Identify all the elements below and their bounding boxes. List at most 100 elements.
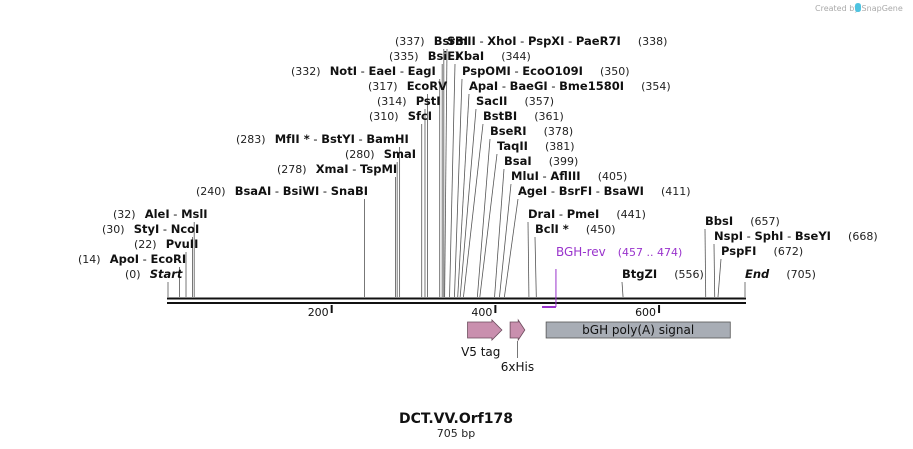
site-label[interactable]: PspFI (672) xyxy=(721,240,803,259)
enzyme-name[interactable]: BsaI xyxy=(504,154,532,168)
site-label[interactable]: MluI - AflIII (405) xyxy=(511,165,627,184)
site-label[interactable]: End (705) xyxy=(745,263,816,282)
enzyme-name[interactable]: EcoRV xyxy=(407,79,447,93)
enzyme-name[interactable]: NotI xyxy=(330,64,357,78)
site-label[interactable]: (14) ApoI - EcoRI xyxy=(78,248,186,267)
feature-arrow[interactable] xyxy=(467,319,503,341)
enzyme-name[interactable]: PspOMI xyxy=(462,64,511,78)
enzyme-name[interactable]: BsaAI xyxy=(235,184,272,198)
enzyme-name[interactable]: AleI xyxy=(145,207,170,221)
site-leader xyxy=(454,78,463,298)
site-label[interactable]: BclI * (450) xyxy=(535,218,616,237)
enzyme-name[interactable]: BsrBI xyxy=(434,34,468,48)
enzyme-name[interactable]: PmeI xyxy=(567,207,600,221)
site-label[interactable]: (310) SfcI xyxy=(369,105,432,124)
enzyme-name[interactable]: AflIII xyxy=(550,169,580,183)
enzyme-name[interactable]: XmaI xyxy=(316,162,349,176)
enzyme-name[interactable]: SacII xyxy=(476,94,507,108)
site-label[interactable]: (283) MfII * - BstYI - BamHI xyxy=(236,128,409,147)
site-label[interactable]: BseRI (378) xyxy=(490,120,573,139)
enzyme-name[interactable]: PvuII xyxy=(166,237,199,251)
site-label[interactable]: BsaI (399) xyxy=(504,150,578,169)
enzyme-name[interactable]: Bme1580I xyxy=(559,79,624,93)
primer-label[interactable]: BGH-rev (457 .. 474) xyxy=(556,245,682,259)
site-label[interactable]: (314) PstI xyxy=(377,90,441,109)
enzyme-name[interactable]: XbaI xyxy=(455,49,484,63)
enzyme-name[interactable]: MluI xyxy=(511,169,539,183)
enzyme-name[interactable]: BstBI xyxy=(483,109,517,123)
site-label[interactable]: AgeI - BsrFI - BsaWI (411) xyxy=(518,180,691,199)
enzyme-name[interactable]: BseYI xyxy=(795,229,831,243)
site-label[interactable]: SacII (357) xyxy=(476,90,554,109)
site-label[interactable]: NspI - SphI - BseYI (668) xyxy=(714,225,878,244)
enzyme-name[interactable]: ApoI xyxy=(110,252,139,266)
enzyme-name[interactable]: DraI xyxy=(528,207,555,221)
enzyme-name[interactable]: EcoO109I xyxy=(522,64,583,78)
enzyme-name[interactable]: EaeI xyxy=(368,64,396,78)
site-label[interactable]: (278) XmaI - TspMI xyxy=(277,158,397,177)
enzyme-name[interactable]: SmII xyxy=(447,34,476,48)
enzyme-name[interactable]: BsaWI xyxy=(604,184,644,198)
site-label[interactable]: PspOMI - EcoO109I (350) xyxy=(462,60,630,79)
enzyme-name[interactable]: SphI xyxy=(754,229,783,243)
enzyme-name[interactable]: PspXI xyxy=(528,34,564,48)
site-position: (335) xyxy=(389,50,419,63)
enzyme-name[interactable]: EagI xyxy=(408,64,436,78)
enzyme-name[interactable]: MfII * xyxy=(275,132,310,146)
enzyme-name[interactable]: BbsI xyxy=(705,214,733,228)
site-label[interactable]: (335) BsiEI xyxy=(389,45,459,64)
site-label[interactable]: BbsI (657) xyxy=(705,210,780,229)
site-label[interactable]: (317) EcoRV xyxy=(368,75,447,94)
enzyme-name[interactable]: End xyxy=(745,267,770,281)
site-label[interactable]: (0) Start xyxy=(125,263,183,282)
enzyme-name[interactable]: TaqII xyxy=(497,139,528,153)
site-label[interactable]: (280) SmaI xyxy=(345,143,416,162)
site-label[interactable]: (30) StyI - NcoI xyxy=(102,218,199,237)
enzyme-name[interactable]: BseRI xyxy=(490,124,527,138)
site-label[interactable]: ApaI - BaeGI - Bme1580I (354) xyxy=(469,75,671,94)
feature-label: bGH poly(A) signal xyxy=(582,323,694,337)
site-label[interactable]: TaqII (381) xyxy=(497,135,575,154)
site-position: (278) xyxy=(277,163,307,176)
site-label[interactable]: XbaI (344) xyxy=(455,45,531,64)
enzyme-name[interactable]: TspMI xyxy=(360,162,397,176)
site-label[interactable]: BstBI (361) xyxy=(483,105,564,124)
enzyme-name[interactable]: BtgZI xyxy=(622,267,657,281)
site-label[interactable]: SmII - XhoI - PspXI - PaeR7I (338) xyxy=(447,30,667,49)
site-label[interactable]: (337) BsrBI xyxy=(395,30,468,49)
enzyme-name[interactable]: MslI xyxy=(181,207,208,221)
enzyme-name[interactable]: PaeR7I xyxy=(576,34,621,48)
enzyme-name[interactable]: NcoI xyxy=(171,222,200,236)
enzyme-name[interactable]: BclI * xyxy=(535,222,569,236)
feature-arrow[interactable] xyxy=(509,318,526,342)
enzyme-name[interactable]: BstYI xyxy=(321,132,355,146)
enzyme-name[interactable]: SmaI xyxy=(384,147,416,161)
enzyme-name[interactable]: StyI xyxy=(134,222,160,236)
enzyme-name[interactable]: SfcI xyxy=(408,109,432,123)
enzyme-name[interactable]: AgeI xyxy=(518,184,547,198)
primer-bgh-rev[interactable]: BGH-rev (457 .. 474) xyxy=(542,245,682,308)
site-label[interactable]: (22) PvuII xyxy=(134,233,198,252)
enzyme-name[interactable]: BamHI xyxy=(366,132,408,146)
site-position: (657) xyxy=(750,215,780,228)
enzyme-name[interactable]: SnaBI xyxy=(331,184,368,198)
site-label[interactable]: (240) BsaAI - BsiWI - SnaBI xyxy=(196,180,368,199)
site-label[interactable]: (32) AleI - MslI xyxy=(113,203,208,222)
map-length: 705 bp xyxy=(437,427,475,440)
enzyme-name[interactable]: XhoI xyxy=(487,34,516,48)
site-leader xyxy=(444,48,448,298)
enzyme-name[interactable]: Start xyxy=(150,267,183,281)
enzyme-name[interactable]: EcoRI xyxy=(150,252,186,266)
enzyme-name[interactable]: NspI xyxy=(714,229,743,243)
enzyme-name[interactable]: BsrFI xyxy=(559,184,592,198)
enzyme-name[interactable]: PstI xyxy=(416,94,441,108)
enzyme-name[interactable]: ApaI xyxy=(469,79,498,93)
enzyme-name[interactable]: BsiWI xyxy=(283,184,320,198)
enzyme-name[interactable]: BsiEI xyxy=(428,49,460,63)
enzyme-name[interactable]: BaeGI xyxy=(510,79,548,93)
site-label[interactable]: (332) NotI - EaeI - EagI xyxy=(291,60,436,79)
site-label[interactable]: BtgZI (556) xyxy=(622,263,704,282)
enzyme-name[interactable]: PspFI xyxy=(721,244,756,258)
site-label[interactable]: DraI - PmeI (441) xyxy=(528,203,646,222)
feature-box[interactable] xyxy=(545,321,731,339)
